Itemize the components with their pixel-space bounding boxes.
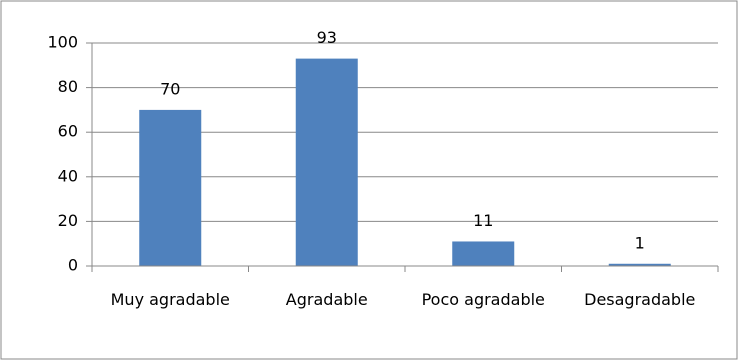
y-tick-label: 80 xyxy=(58,77,78,96)
data-label: 1 xyxy=(635,233,645,252)
y-tick-label: 40 xyxy=(58,166,78,185)
x-tick-label: Desagradable xyxy=(584,290,696,309)
y-tick-label: 20 xyxy=(58,211,78,230)
x-tick-label: Agradable xyxy=(285,290,368,309)
bar xyxy=(139,109,202,267)
data-label: 70 xyxy=(160,79,180,98)
bar xyxy=(608,263,671,266)
y-tick-label: 0 xyxy=(68,256,78,275)
data-label: 93 xyxy=(317,28,337,47)
bar xyxy=(452,241,515,266)
y-tick-label: 100 xyxy=(47,33,78,52)
x-tick-label: Poco agradable xyxy=(421,290,545,309)
data-label: 11 xyxy=(473,211,493,230)
bar xyxy=(295,58,358,266)
x-tick-label: Muy agradable xyxy=(110,290,230,309)
y-tick-label: 60 xyxy=(58,122,78,141)
